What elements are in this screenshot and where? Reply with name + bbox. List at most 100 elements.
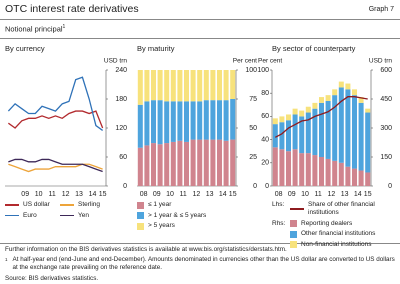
bar-segment	[299, 110, 305, 117]
x-tick-label: 08	[275, 191, 283, 198]
bar-segment	[299, 116, 305, 154]
bar-segment	[332, 89, 338, 96]
bar-segment	[170, 70, 176, 102]
x-tick-label: 14	[89, 191, 97, 198]
legend-swatch	[290, 220, 297, 227]
bar-segment	[177, 70, 183, 102]
bar-segment	[210, 139, 216, 186]
x-tick-label: 13	[75, 191, 83, 198]
bar-segment	[197, 70, 203, 102]
legend-label: Yen	[78, 211, 89, 219]
bar-segment	[223, 70, 229, 101]
bar-segment	[332, 95, 338, 161]
bar-segment	[312, 108, 318, 156]
footnote-ref: 1	[62, 24, 66, 30]
subtitle: Notional principal	[5, 24, 63, 34]
y-tick-label: 40	[261, 136, 269, 143]
bar-segment	[325, 158, 331, 186]
bar-segment	[305, 112, 311, 154]
bar-segment	[183, 101, 190, 142]
bar-segment	[272, 124, 278, 148]
bar-segment	[351, 95, 358, 169]
bar-segment	[345, 89, 351, 167]
axis-unit: USD trn	[369, 58, 393, 65]
x-tick-label: 11	[315, 191, 322, 198]
legend-label: Sterling	[78, 201, 101, 208]
legend-label: > 5 years	[148, 222, 175, 229]
legend-group-items: Share of other financial institutions	[290, 201, 394, 220]
rule	[0, 38, 400, 39]
legend-item: Share of other financial institutions	[290, 201, 394, 217]
y-tick-label: 25	[249, 154, 257, 161]
y-tick-label: 100	[257, 67, 269, 74]
panel-title: By currency	[5, 44, 45, 53]
bar-segment	[325, 100, 331, 159]
legend-swatch	[290, 241, 297, 248]
bar-segment	[144, 101, 150, 146]
line-series	[8, 163, 103, 173]
bar-segment	[230, 99, 236, 140]
legend-item: Other financial institutions	[290, 230, 394, 238]
legend-swatch	[60, 214, 74, 217]
bar-segment	[177, 140, 183, 186]
bar-segment	[338, 162, 344, 186]
bar-segment	[365, 112, 371, 173]
bar-segment	[325, 95, 331, 101]
bar-segment	[279, 116, 285, 123]
x-tick-label: 14	[354, 191, 362, 198]
x-tick-label: 12	[193, 191, 201, 198]
legend-item: > 1 year & ≤ 5 years	[137, 212, 247, 220]
legend-swatch	[137, 222, 144, 230]
bar-segment	[223, 100, 229, 141]
bar-segment	[305, 153, 311, 186]
bar-segment	[279, 122, 285, 150]
bar-segment	[164, 143, 170, 186]
line-series	[8, 158, 103, 173]
rule	[0, 243, 400, 244]
bar-segment	[183, 70, 190, 102]
bar-segment	[210, 70, 216, 101]
line-series	[7, 110, 104, 129]
legend-swatch	[137, 212, 144, 219]
legend-item: Sterling	[60, 201, 115, 209]
legend-swatch	[5, 214, 19, 217]
bar-segment	[332, 160, 338, 186]
bar-segment	[164, 70, 170, 102]
bar-segment	[210, 100, 216, 140]
bar-segment	[183, 141, 190, 186]
footer-note: Further information on the BIS derivativ…	[5, 246, 287, 253]
bar-segment	[170, 141, 176, 186]
bar-segment	[216, 139, 223, 186]
graph-number: Graph 7	[368, 6, 394, 13]
y-tick-label: 0	[123, 183, 127, 190]
legend-label: Other financial institutions	[301, 230, 376, 237]
bar-segment	[299, 153, 305, 186]
y-tick-label: 60	[119, 154, 127, 161]
bar-segment	[358, 170, 364, 186]
x-tick-label: 12	[62, 191, 70, 198]
x-tick-label: 15	[229, 191, 237, 198]
bar-segment	[144, 70, 150, 102]
y-tick-label: 600	[380, 67, 392, 74]
legend-item: Yen	[60, 212, 115, 220]
legend-item: Euro	[5, 212, 60, 220]
subtitle-row: Notional principal1	[5, 24, 65, 34]
line-series	[7, 76, 104, 131]
legend-swatch	[60, 204, 74, 206]
legend-item: US dollar	[5, 201, 60, 209]
legend-swatch	[137, 201, 144, 209]
bar-segment	[365, 108, 371, 113]
y-tick-label: 150	[380, 154, 392, 161]
x-tick-label: 10	[301, 191, 309, 198]
legend-label: ≤ 1 year	[148, 201, 172, 208]
bar-segment	[365, 172, 371, 186]
bar-segment	[203, 139, 209, 186]
y-tick-label: 50	[249, 125, 257, 132]
title: OTC interest rate derivatives	[5, 3, 139, 15]
bar-segment	[345, 166, 351, 186]
bar-segment	[157, 100, 163, 145]
bar-segment	[137, 147, 143, 186]
legend-item: > 5 years	[137, 222, 247, 230]
legend-group-items: Reporting dealers Other financial institu…	[290, 220, 394, 252]
